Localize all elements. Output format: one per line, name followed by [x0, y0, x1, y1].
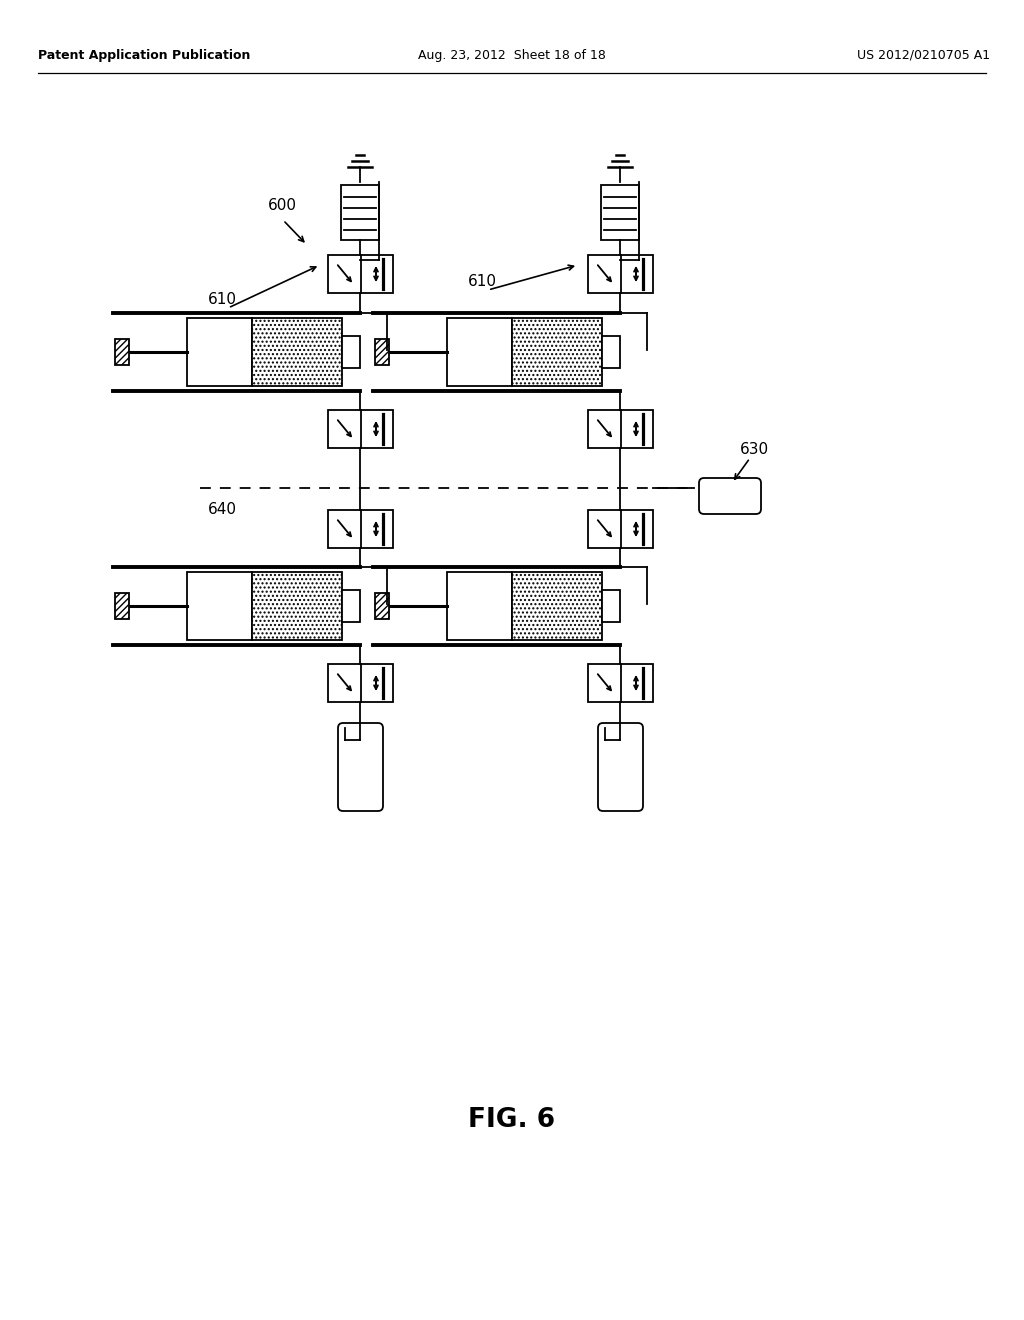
FancyBboxPatch shape	[699, 478, 761, 513]
Bar	[328, 664, 393, 702]
Bar	[375, 593, 389, 619]
Bar	[328, 510, 393, 548]
Bar	[342, 590, 360, 622]
Bar	[115, 593, 129, 619]
Text: 630: 630	[740, 442, 769, 458]
Text: 610: 610	[468, 275, 497, 289]
Bar	[588, 510, 653, 548]
Text: FIG. 6: FIG. 6	[468, 1107, 556, 1133]
Text: US 2012/0210705 A1: US 2012/0210705 A1	[857, 49, 990, 62]
Bar	[602, 337, 620, 368]
Text: 640: 640	[208, 503, 237, 517]
Bar	[328, 255, 393, 293]
Bar	[447, 318, 512, 385]
FancyBboxPatch shape	[338, 723, 383, 810]
Bar	[252, 318, 342, 385]
Bar	[588, 255, 653, 293]
Text: Aug. 23, 2012  Sheet 18 of 18: Aug. 23, 2012 Sheet 18 of 18	[418, 49, 606, 62]
Bar	[187, 318, 252, 385]
Bar	[447, 572, 512, 640]
Bar	[341, 185, 379, 240]
Bar	[115, 339, 129, 366]
Text: 600: 600	[268, 198, 297, 213]
Bar	[187, 572, 252, 640]
FancyBboxPatch shape	[598, 723, 643, 810]
Bar	[375, 339, 389, 366]
Bar	[252, 572, 342, 640]
Bar	[512, 572, 602, 640]
Bar	[602, 590, 620, 622]
Bar	[342, 337, 360, 368]
Bar	[588, 664, 653, 702]
Bar	[512, 318, 602, 385]
Text: 610: 610	[208, 293, 237, 308]
Bar	[328, 411, 393, 447]
Bar	[588, 411, 653, 447]
Bar	[601, 185, 639, 240]
Text: Patent Application Publication: Patent Application Publication	[38, 49, 251, 62]
